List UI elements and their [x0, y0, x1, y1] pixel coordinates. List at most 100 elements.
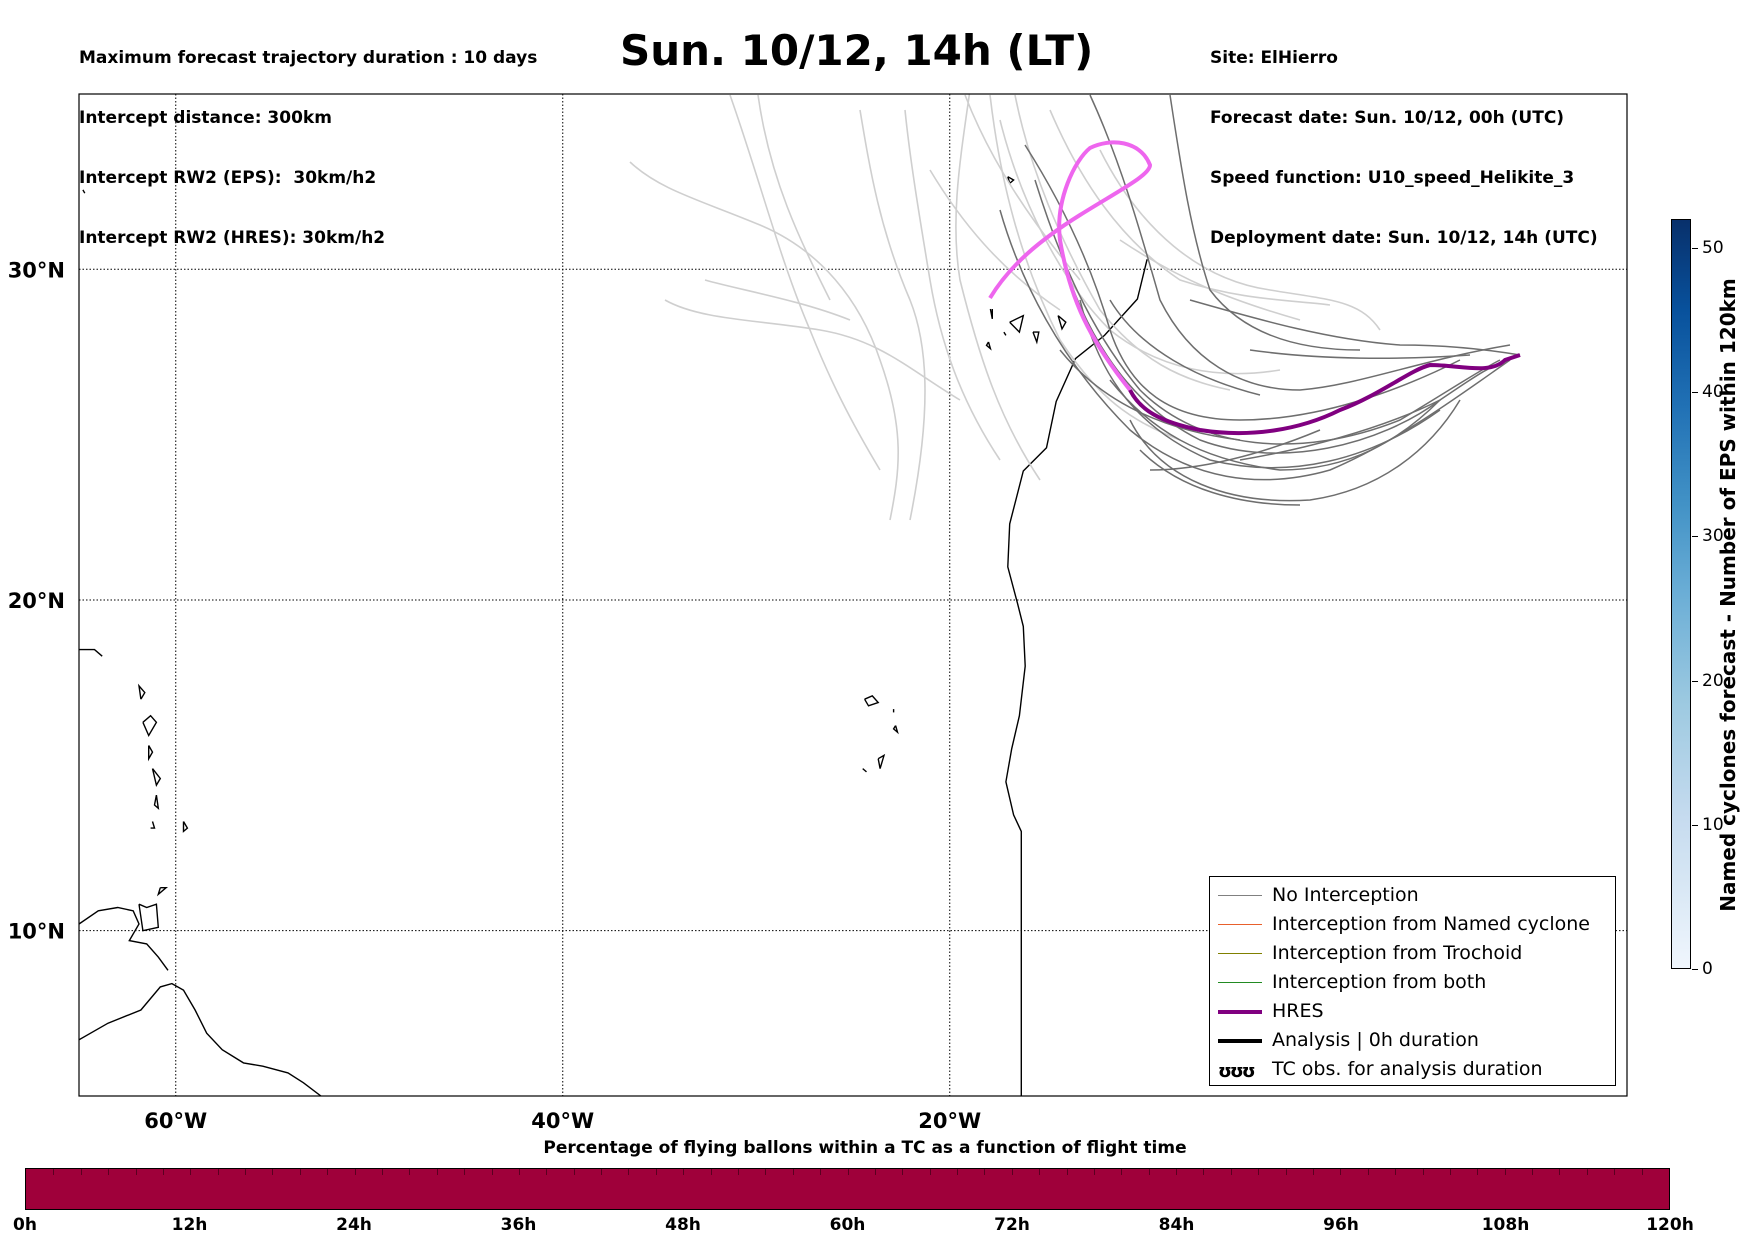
colorbar-flight-tick-label: 48h: [665, 1215, 701, 1235]
colorbar-tick: [1692, 392, 1698, 394]
trajectory-eps-light: [757, 94, 831, 301]
colorbar-flight-segment: [491, 1169, 493, 1175]
legend-item-both: Interception from both: [1210, 968, 1615, 997]
legend-swatch: [1218, 924, 1262, 925]
legend-label: Interception from Named cyclone: [1272, 913, 1590, 935]
coastline: [989, 308, 993, 320]
trajectory-eps-light: [859, 109, 926, 521]
plot-frame: [78, 93, 1628, 1097]
coastline: [1003, 331, 1007, 336]
colorbar-flight-segment: [1258, 1169, 1260, 1175]
legend-item-no-interception: No Interception: [1210, 881, 1615, 910]
colorbar-flight-segment: [1367, 1169, 1369, 1175]
colorbar-flight-segment: [765, 1169, 767, 1175]
trajectory-eps-light: [704, 279, 851, 321]
legend-swatch: [1218, 953, 1262, 954]
trajectory-eps-no-interception: [1189, 299, 1521, 356]
trajectory-eps-no-interception: [1059, 249, 1441, 454]
coastline: [142, 714, 158, 738]
coastline: [1032, 331, 1040, 345]
colorbar-flight-segment: [737, 1169, 739, 1175]
header-right-line: Forecast date: Sun. 10/12, 00h (UTC): [1210, 108, 1565, 128]
legend-swatch: [1218, 895, 1262, 896]
colorbar-flight-segment: [162, 1169, 164, 1175]
coastline: [1005, 259, 1148, 1096]
colorbar-flight-segment: [464, 1169, 466, 1175]
map-title: Sun. 10/12, 14h (LT): [620, 26, 1094, 75]
colorbar-flight-tick-label: 24h: [336, 1215, 372, 1235]
colorbar-flight-segment: [299, 1169, 301, 1175]
legend-label: TC obs. for analysis duration: [1272, 1058, 1543, 1080]
trajectory-eps-no-interception: [1079, 299, 1441, 469]
lat-tick-label: 30°N: [8, 258, 65, 282]
colorbar-flight-segment: [217, 1169, 219, 1175]
colorbar-flight-segment: [874, 1169, 876, 1175]
colorbar-flight-segment: [272, 1169, 274, 1175]
legend-item-tc-obs: ʊʊʊ TC obs. for analysis duration: [1210, 1055, 1615, 1084]
colorbar-flight-segment: [518, 1169, 520, 1175]
tc-symbol-icon: ʊʊʊ: [1218, 1061, 1256, 1082]
colorbar-flight-segment: [929, 1169, 931, 1175]
map-legend: No Interception Interception from Named …: [1209, 876, 1616, 1086]
colorbar-flight-segment: [80, 1169, 82, 1175]
legend-item-named-cyclone: Interception from Named cyclone: [1210, 910, 1615, 939]
colorbar-flight-tick-label: 0h: [13, 1215, 37, 1235]
colorbar-flight-segment: [327, 1169, 329, 1175]
colorbar-flight-tick-label: 120h: [1646, 1215, 1694, 1235]
colorbar-flight-segment: [409, 1169, 411, 1175]
colorbar-flight-segment: [1449, 1169, 1451, 1175]
colorbar-flight-segment: [1093, 1169, 1095, 1175]
legend-swatch: [1218, 1039, 1262, 1043]
colorbar-flight-segment: [1504, 1169, 1506, 1175]
lon-tick-label: 40°W: [531, 1109, 594, 1133]
colorbar-tick: [1692, 680, 1698, 682]
colorbar-flight-segment: [190, 1169, 192, 1175]
colorbar-flight-time: [25, 1168, 1670, 1210]
coastline: [153, 794, 160, 811]
colorbar-flight-segment: [1395, 1169, 1397, 1175]
trajectory-eps-no-interception: [1034, 179, 1501, 445]
coastline: [892, 725, 899, 735]
coastline: [137, 683, 146, 700]
colorbar-flight-segment: [1203, 1169, 1205, 1175]
trajectory-eps-light: [904, 109, 1001, 461]
colorbar-flight-segment: [546, 1169, 548, 1175]
trajectory-eps-no-interception: [1059, 349, 1241, 441]
lon-tick-label: 60°W: [144, 1109, 207, 1133]
coastline: [1057, 315, 1067, 331]
colorbar-tick-label: 0: [1702, 959, 1713, 979]
colorbar-flight-tick-label: 108h: [1481, 1215, 1530, 1235]
coastline: [147, 745, 154, 762]
header-left-line: Intercept RW2 (EPS): 30km/h2: [79, 168, 377, 188]
colorbar-flight-tick-label: 72h: [994, 1215, 1030, 1235]
coastline: [151, 768, 162, 787]
colorbar-flight-segment: [108, 1169, 110, 1175]
trajectory-eps-light: [955, 94, 1041, 481]
colorbar-tick: [1692, 824, 1698, 826]
trajectory-eps-light: [1099, 149, 1381, 331]
trajectory-eps-light: [1119, 239, 1301, 321]
legend-label: Interception from Trochoid: [1272, 942, 1523, 964]
trajectory-eps-light: [929, 169, 1061, 311]
legend-item-trochoid: Interception from Trochoid: [1210, 939, 1615, 968]
legend-item-hres: HRES: [1210, 997, 1615, 1026]
colorbar-flight-segment: [1148, 1169, 1150, 1175]
colorbar-flight-segment: [573, 1169, 575, 1175]
colorbar-flight-caption: Percentage of flying ballons within a TC…: [543, 1138, 1187, 1158]
header-right-line: Deployment date: Sun. 10/12, 14h (UTC): [1210, 228, 1598, 248]
coastline: [138, 903, 160, 932]
trajectory-eps-light: [629, 161, 899, 521]
trajectory-eps-no-interception: [1249, 349, 1471, 360]
colorbar-flight-segment: [135, 1169, 137, 1175]
legend-label: HRES: [1272, 1000, 1324, 1022]
map-content: 30°N 20°N 10°N 60°W 40°W 20°W: [8, 93, 1628, 1133]
coastline: [1007, 176, 1015, 185]
coastline: [182, 821, 189, 833]
colorbar-flight-segment: [381, 1169, 383, 1175]
colorbar-tick-label: 10: [1702, 814, 1724, 835]
colorbar-flight-tick-label: 84h: [1158, 1215, 1195, 1235]
lon-tick-label: 20°W: [918, 1109, 981, 1133]
colorbar-flight-segment: [655, 1169, 657, 1175]
trajectory-eps-no-interception: [999, 209, 1511, 481]
